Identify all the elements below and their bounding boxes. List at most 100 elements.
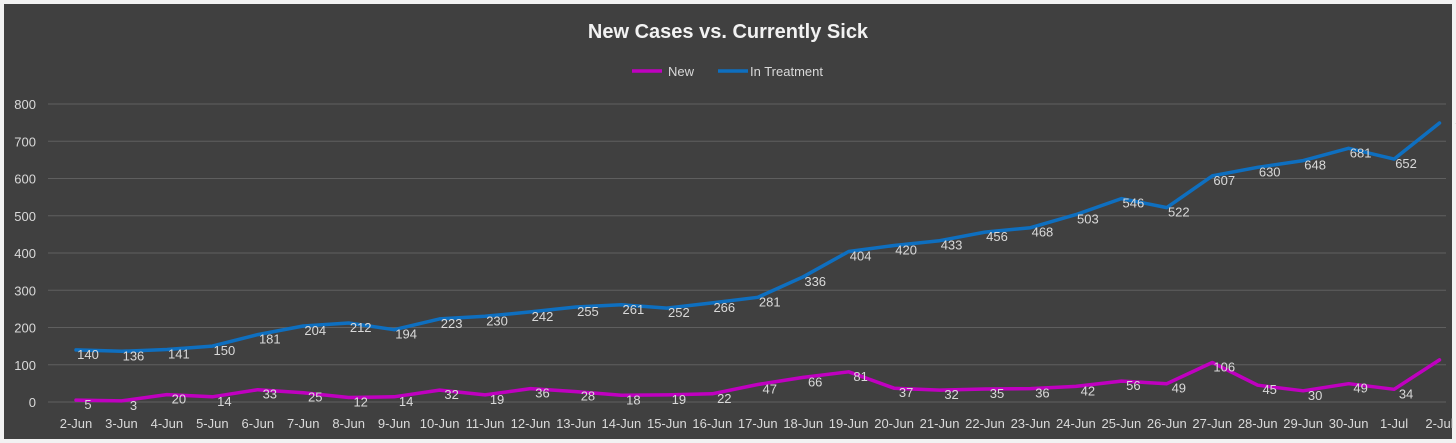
x-tick-label: 12-Jun xyxy=(511,416,551,431)
x-tick-label: 30-Jun xyxy=(1329,416,1369,431)
data-label: 546 xyxy=(1122,196,1144,211)
data-label: 30 xyxy=(1308,388,1322,403)
data-label: 266 xyxy=(713,300,735,315)
data-label: 522 xyxy=(1168,205,1190,220)
data-label: 19 xyxy=(490,392,504,407)
series-line-in-treatment xyxy=(74,121,1442,354)
data-label: 42 xyxy=(1081,383,1095,398)
data-label: 150 xyxy=(213,343,235,358)
x-tick-label: 26-Jun xyxy=(1147,416,1187,431)
x-tick-label: 25-Jun xyxy=(1101,416,1141,431)
legend: New In Treatment xyxy=(632,64,823,79)
series-lines xyxy=(74,121,1442,403)
x-tick-label: 28-Jun xyxy=(1238,416,1278,431)
x-tick-label: 24-Jun xyxy=(1056,416,1096,431)
data-label: 36 xyxy=(535,386,549,401)
y-tick-label: 400 xyxy=(14,246,36,261)
data-label: 681 xyxy=(1350,145,1372,160)
x-tick-label: 18-Jun xyxy=(783,416,823,431)
data-label: 36 xyxy=(1035,386,1049,401)
data-label: 630 xyxy=(1259,164,1281,179)
data-label: 47 xyxy=(763,381,777,396)
data-label: 204 xyxy=(304,323,326,338)
data-label: 25 xyxy=(308,390,322,405)
data-label: 404 xyxy=(850,249,872,264)
x-tick-label: 19-Jun xyxy=(829,416,869,431)
legend-label-new: New xyxy=(668,64,695,79)
y-tick-label: 0 xyxy=(29,395,36,410)
data-label: 230 xyxy=(486,313,508,328)
y-tick-label: 100 xyxy=(14,358,36,373)
data-label: 35 xyxy=(990,386,1004,401)
data-label: 242 xyxy=(532,309,554,324)
y-tick-label: 200 xyxy=(14,321,36,336)
data-label: 420 xyxy=(895,243,917,258)
x-tick-label: 4-Jun xyxy=(151,416,184,431)
y-tick-label: 800 xyxy=(14,97,36,112)
data-label: 34 xyxy=(1399,386,1413,401)
data-label: 22 xyxy=(717,391,731,406)
x-tick-label: 2-Jun xyxy=(60,416,93,431)
data-label: 261 xyxy=(623,302,645,317)
x-tick-label: 7-Jun xyxy=(287,416,320,431)
gridlines xyxy=(48,103,1446,403)
data-label: 503 xyxy=(1077,212,1099,227)
y-tick-label: 700 xyxy=(14,134,36,149)
data-label: 14 xyxy=(399,394,413,409)
x-tick-label: 1-Jul xyxy=(1380,416,1408,431)
x-tick-label: 10-Jun xyxy=(420,416,460,431)
x-tick-label: 14-Jun xyxy=(602,416,642,431)
data-label: 141 xyxy=(168,346,190,361)
data-label: 12 xyxy=(353,395,367,410)
data-label: 223 xyxy=(441,316,463,331)
y-tick-label: 500 xyxy=(14,209,36,224)
series-line-new xyxy=(74,358,1442,403)
chart-title: New Cases vs. Currently Sick xyxy=(588,21,869,43)
data-label: 194 xyxy=(395,327,417,342)
x-tick-label: 3-Jun xyxy=(105,416,138,431)
data-label: 37 xyxy=(899,385,913,400)
data-label: 433 xyxy=(941,238,963,253)
x-tick-label: 29-Jun xyxy=(1283,416,1323,431)
x-tick-label: 20-Jun xyxy=(874,416,914,431)
x-tick-label: 2-Jul xyxy=(1425,416,1453,431)
data-label: 255 xyxy=(577,304,599,319)
data-label: 19 xyxy=(672,392,686,407)
data-label: 181 xyxy=(259,332,281,347)
x-tick-label: 23-Jun xyxy=(1011,416,1051,431)
legend-label-in-treatment: In Treatment xyxy=(750,64,823,79)
y-axis: 0 100 200 300 400 500 600 700 800 xyxy=(14,97,36,410)
data-label: 3 xyxy=(130,398,137,413)
data-label: 81 xyxy=(853,369,867,384)
x-tick-label: 17-Jun xyxy=(738,416,778,431)
data-label: 607 xyxy=(1213,173,1235,188)
y-tick-label: 300 xyxy=(14,283,36,298)
x-tick-label: 21-Jun xyxy=(920,416,960,431)
x-tick-label: 13-Jun xyxy=(556,416,596,431)
data-label: 648 xyxy=(1304,158,1326,173)
data-label: 20 xyxy=(172,392,186,407)
y-tick-label: 600 xyxy=(14,172,36,187)
data-label: 18 xyxy=(626,392,640,407)
data-label: 336 xyxy=(804,274,826,289)
chart-area-background xyxy=(4,4,1452,439)
data-label: 32 xyxy=(444,387,458,402)
data-label: 49 xyxy=(1172,381,1186,396)
x-tick-label: 16-Jun xyxy=(692,416,732,431)
data-label: 28 xyxy=(581,389,595,404)
data-labels: 5 3 20 14 33 25 12 14 32 19 36 28 18 19 22 47 66 81 37 32 35… xyxy=(77,120,1456,413)
x-tick-label: 6-Jun xyxy=(242,416,275,431)
data-label: 32 xyxy=(944,387,958,402)
data-label: 652 xyxy=(1395,156,1417,171)
x-tick-label: 15-Jun xyxy=(647,416,687,431)
data-label: 252 xyxy=(668,305,690,320)
data-label: 66 xyxy=(808,374,822,389)
data-label: 33 xyxy=(263,387,277,402)
data-label: 49 xyxy=(1353,381,1367,396)
data-label: 212 xyxy=(350,320,372,335)
data-label: 456 xyxy=(986,229,1008,244)
x-tick-label: 11-Jun xyxy=(466,416,505,431)
x-tick-label: 5-Jun xyxy=(196,416,229,431)
